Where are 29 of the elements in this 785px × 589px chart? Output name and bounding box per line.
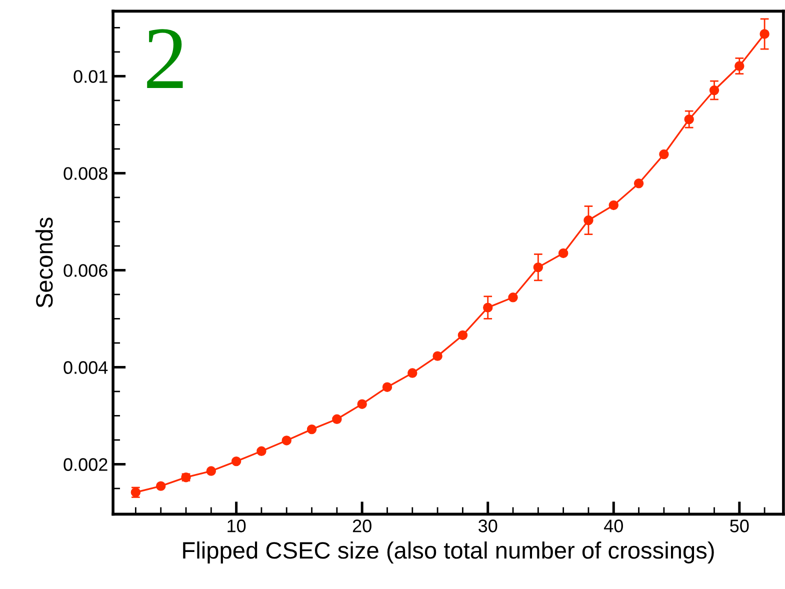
point	[659, 149, 669, 160]
x-tick-label: 40	[604, 520, 623, 532]
y-tick-label: 0.004	[64, 361, 108, 374]
point	[382, 382, 392, 392]
x-tick-label: 50	[730, 520, 749, 532]
y-tick-label: 0.006	[64, 264, 108, 277]
x-tick-label: 30	[478, 520, 498, 532]
annotation: 2	[147, 29, 183, 88]
y-tick-label: 0.01	[74, 70, 108, 83]
point	[306, 424, 317, 434]
point	[332, 414, 342, 424]
point	[634, 178, 644, 188]
point	[432, 351, 442, 361]
y-tick-label: 0.008	[64, 167, 108, 180]
point	[206, 466, 216, 476]
point	[282, 436, 292, 446]
point	[408, 368, 418, 378]
y-tick-label: 0.002	[64, 458, 108, 471]
point	[156, 481, 166, 491]
point	[357, 399, 367, 409]
x-tick-label: 10	[228, 520, 246, 532]
point	[458, 330, 468, 340]
x-axis-title: Flipped CSEC size (also total number of crossings)	[183, 541, 714, 564]
x-tick-label: 20	[352, 520, 372, 532]
y-axis-title: Seconds	[35, 218, 53, 308]
point	[608, 200, 618, 210]
point	[508, 292, 518, 302]
point	[558, 248, 568, 258]
point	[231, 456, 242, 466]
